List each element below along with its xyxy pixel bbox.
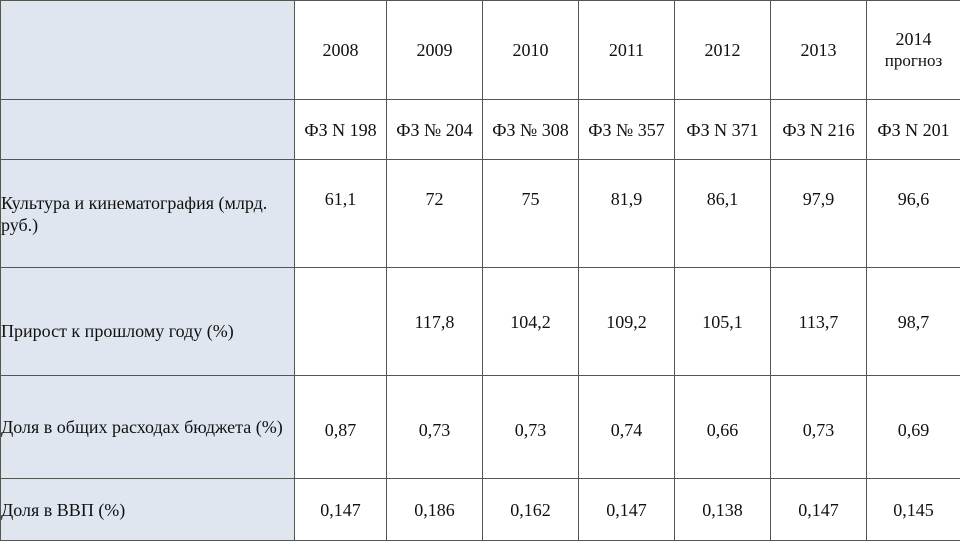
table-cell: 0,74: [579, 376, 675, 479]
year-header-2009: 2009: [387, 1, 483, 100]
year-label: 2012: [705, 40, 741, 60]
table-cell: 104,2: [483, 268, 579, 376]
table-cell: 75: [483, 160, 579, 268]
table-row: Доля в ВВП (%) 0,147 0,186 0,162 0,147 0…: [1, 479, 960, 541]
table-row: Прирост к прошлому году (%) 117,8 104,2 …: [1, 268, 960, 376]
law-cell: ФЗ N 198: [295, 100, 387, 160]
table-cell: 98,7: [867, 268, 960, 376]
table-cell: 0,87: [295, 376, 387, 479]
table-cell: 113,7: [771, 268, 867, 376]
year-label: 2009: [417, 40, 453, 60]
table-cell: 0,73: [483, 376, 579, 479]
law-cell: ФЗ № 308: [483, 100, 579, 160]
table-cell: 0,73: [387, 376, 483, 479]
table-cell: 109,2: [579, 268, 675, 376]
table-cell: 117,8: [387, 268, 483, 376]
year-header-row: 2008 2009 2010 2011 2012 2013 2014 прогн…: [1, 1, 960, 100]
table-cell: 0,186: [387, 479, 483, 541]
table-cell: 0,147: [579, 479, 675, 541]
year-header-2008: 2008: [295, 1, 387, 100]
row-label: Культура и кинематография (млрд. руб.): [1, 160, 295, 268]
year-label: 2008: [323, 40, 359, 60]
table-cell: 0,69: [867, 376, 960, 479]
row-label: Доля в ВВП (%): [1, 479, 295, 541]
table-cell: 0,145: [867, 479, 960, 541]
table-cell: 96,6: [867, 160, 960, 268]
law-row-label-cell: [1, 100, 295, 160]
year-label: 2013: [801, 40, 837, 60]
year-label: 2011: [609, 40, 644, 60]
table-cell: 0,147: [771, 479, 867, 541]
table-row: Культура и кинематография (млрд. руб.) 6…: [1, 160, 960, 268]
table-cell: 0,66: [675, 376, 771, 479]
year-header-2012: 2012: [675, 1, 771, 100]
table-cell: 81,9: [579, 160, 675, 268]
table-cell: [295, 268, 387, 376]
row-label: Прирост к прошлому году (%): [1, 268, 295, 376]
year-header-2010: 2010: [483, 1, 579, 100]
table-cell: 0,162: [483, 479, 579, 541]
row-label: Доля в общих расходах бюджета (%): [1, 376, 295, 479]
year-header-2011: 2011: [579, 1, 675, 100]
table-cell: 105,1: [675, 268, 771, 376]
year-header-2014: 2014 прогноз: [867, 1, 960, 100]
law-cell: ФЗ N 216: [771, 100, 867, 160]
table-cell: 97,9: [771, 160, 867, 268]
table-cell: 61,1: [295, 160, 387, 268]
table-cell: 72: [387, 160, 483, 268]
table-cell: 0,147: [295, 479, 387, 541]
law-cell: ФЗ № 204: [387, 100, 483, 160]
law-cell: ФЗ N 201: [867, 100, 960, 160]
year-label: 2010: [513, 40, 549, 60]
table-cell: 86,1: [675, 160, 771, 268]
table-row: Доля в общих расходах бюджета (%) 0,87 0…: [1, 376, 960, 479]
law-cell: ФЗ № 357: [579, 100, 675, 160]
law-header-row: ФЗ N 198 ФЗ № 204 ФЗ № 308 ФЗ № 357 ФЗ N…: [1, 100, 960, 160]
year-header-2013: 2013: [771, 1, 867, 100]
table-cell: 0,73: [771, 376, 867, 479]
header-corner-cell: [1, 1, 295, 100]
table-cell: 0,138: [675, 479, 771, 541]
forecast-note: прогноз: [867, 50, 960, 72]
law-cell: ФЗ N 371: [675, 100, 771, 160]
year-label: 2014: [896, 29, 932, 49]
